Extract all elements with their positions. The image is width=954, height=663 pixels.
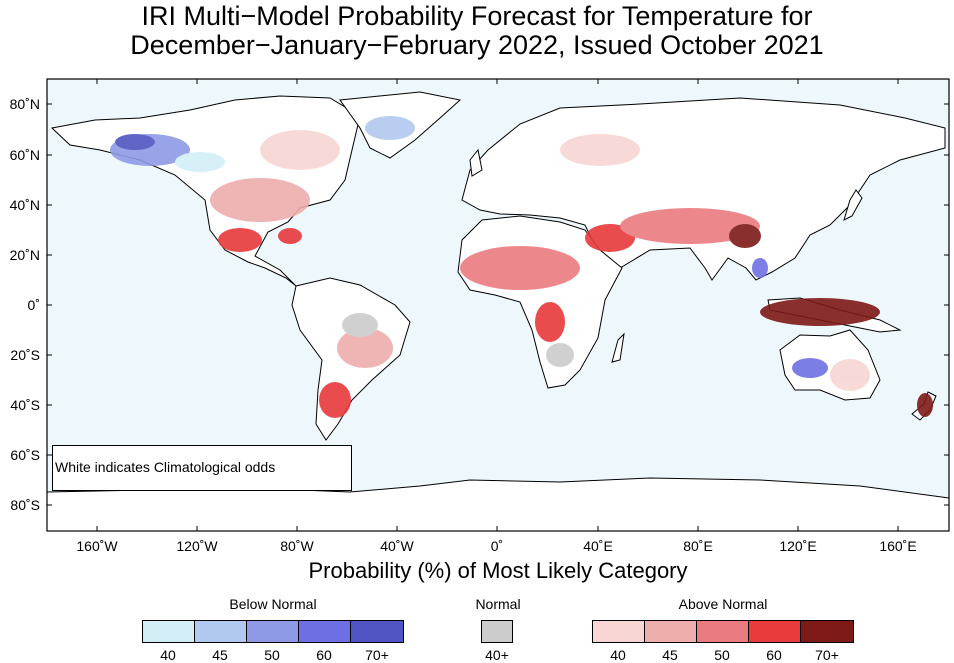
lon-label-0: 0˚ <box>490 538 504 554</box>
probability-shading <box>110 116 933 418</box>
above-us-shade <box>210 178 310 222</box>
below-swatch-45 <box>194 620 247 643</box>
below-swatch-70 <box>350 620 404 643</box>
lat-label-20n: 20˚N <box>9 247 40 263</box>
below-swatch-40 <box>142 620 195 643</box>
above-tibet-shade <box>729 224 761 248</box>
lat-label-80n: 80˚N <box>9 96 40 112</box>
above-australia-shade <box>830 359 870 391</box>
lon-label-160w: 160˚W <box>76 538 118 554</box>
above-central-africa-shade <box>535 302 565 342</box>
title-line-2: December−January−February 2022, Issued O… <box>130 30 824 60</box>
above-swatch-70 <box>800 620 854 643</box>
below-tick-45: 45 <box>212 647 228 663</box>
above-argentina-shade <box>319 382 351 418</box>
above-swatch-45 <box>644 620 697 643</box>
below-swatch-50 <box>246 620 299 643</box>
normal-tick: 40+ <box>485 647 509 663</box>
lon-label-40e: 40˚E <box>583 538 613 554</box>
lat-label-0: 0˚ <box>27 297 40 313</box>
normal-southern-africa-shade <box>546 343 574 367</box>
above-caribbean-shade <box>278 228 302 244</box>
above-tick-40: 40 <box>610 647 626 663</box>
climatology-note: White indicates Climatological odds <box>52 445 352 491</box>
lon-label-120w: 120˚W <box>176 538 218 554</box>
above-brazil-shade <box>337 328 393 368</box>
above-indonesia-shade <box>760 298 880 326</box>
lat-label-20s: 20˚S <box>10 347 40 363</box>
lon-label-40w: 40˚W <box>380 538 414 554</box>
lat-label-60s: 60˚S <box>10 447 40 463</box>
madagascar-landmass <box>611 332 625 363</box>
normal-label: Normal <box>475 596 521 612</box>
below-se-asia-shade <box>752 258 768 278</box>
above-normal-label: Above Normal <box>678 596 768 612</box>
below-alaska-core <box>115 134 155 150</box>
above-north-africa-shade <box>460 246 580 290</box>
above-mexico-shade <box>218 228 262 252</box>
uk-landmass <box>469 148 483 177</box>
above-arabia-shade <box>585 224 635 252</box>
below-tick-70: 70+ <box>365 647 389 663</box>
lat-label-40n: 40˚N <box>9 197 40 213</box>
above-russia-shade <box>560 134 640 166</box>
below-greenland-shade <box>365 116 415 140</box>
above-tick-60: 60 <box>766 647 782 663</box>
lat-label-80s: 80˚S <box>10 497 40 513</box>
normal-swatch <box>481 620 513 643</box>
below-canada-shade <box>175 152 225 172</box>
above-tick-45: 45 <box>662 647 678 663</box>
above-nz-shade <box>917 393 933 417</box>
above-south-asia-shade <box>620 208 760 244</box>
below-normal-label: Below Normal <box>229 596 317 612</box>
below-swatch-60 <box>298 620 351 643</box>
lon-label-80w: 80˚W <box>280 538 314 554</box>
axis-ticks <box>47 79 949 531</box>
above-tick-50: 50 <box>714 647 730 663</box>
above-tick-70: 70+ <box>815 647 839 663</box>
lon-label-120e: 120˚E <box>779 538 817 554</box>
below-australia-shade <box>792 358 828 378</box>
above-swatch-40 <box>592 620 645 643</box>
lon-label-80e: 80˚E <box>683 538 713 554</box>
lat-label-40s: 40˚S <box>10 397 40 413</box>
below-tick-40: 40 <box>160 647 176 663</box>
lon-label-160e: 160˚E <box>879 538 917 554</box>
below-tick-50: 50 <box>264 647 280 663</box>
above-swatch-50 <box>696 620 749 643</box>
normal-amazon-shade <box>342 313 378 337</box>
legend-heading: Probability (%) of Most Likely Category <box>308 558 688 583</box>
japan-landmass <box>843 189 863 221</box>
lat-label-60n: 60˚N <box>9 147 40 163</box>
above-canada-east-shade <box>260 130 340 170</box>
above-swatch-60 <box>748 620 801 643</box>
below-tick-60: 60 <box>316 647 332 663</box>
title-line-1: IRI Multi−Model Probability Forecast for… <box>141 1 813 31</box>
